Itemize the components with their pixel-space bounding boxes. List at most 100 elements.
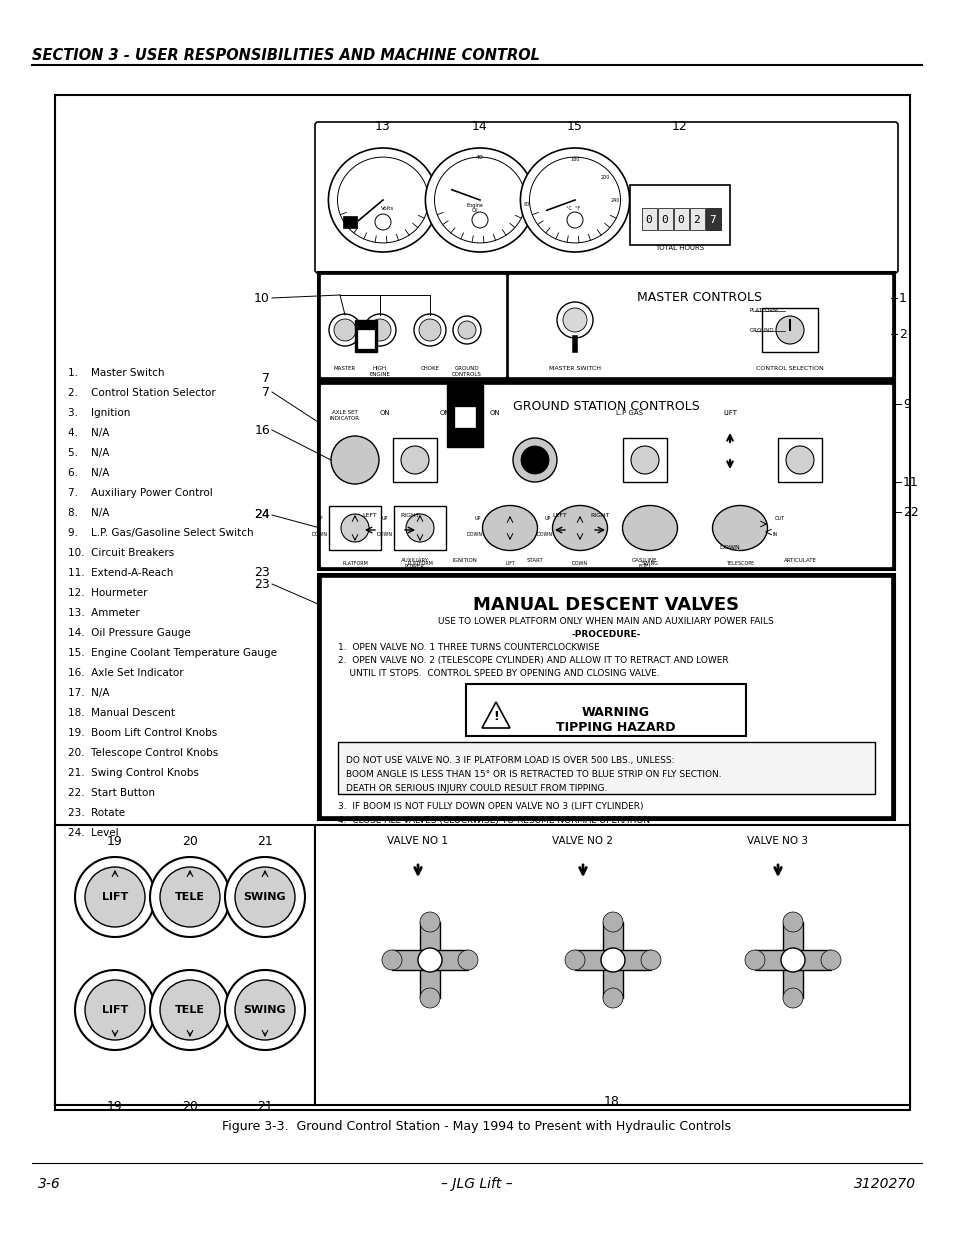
Circle shape bbox=[234, 981, 294, 1040]
Text: CONTROL SELECTION: CONTROL SELECTION bbox=[756, 366, 823, 370]
Text: PLATFORM: PLATFORM bbox=[749, 309, 778, 314]
Text: UNTIL IT STOPS.  CONTROL SPEED BY OPENING AND CLOSING VALVE.: UNTIL IT STOPS. CONTROL SPEED BY OPENING… bbox=[337, 669, 659, 678]
Text: 2.  OPEN VALVE NO. 2 (TELESCOPE CYLINDER) AND ALLOW IT TO RETRACT AND LOWER: 2. OPEN VALVE NO. 2 (TELESCOPE CYLINDER)… bbox=[337, 656, 728, 664]
Circle shape bbox=[85, 981, 145, 1040]
Circle shape bbox=[472, 212, 488, 228]
Text: 1.    Master Switch: 1. Master Switch bbox=[68, 368, 164, 378]
Circle shape bbox=[775, 316, 803, 345]
Text: DOWN: DOWN bbox=[572, 561, 587, 566]
Text: GROUND: GROUND bbox=[749, 329, 774, 333]
Text: GROUND STATION CONTROLS: GROUND STATION CONTROLS bbox=[512, 400, 699, 412]
Bar bbox=[419, 923, 439, 998]
Text: WARNING: WARNING bbox=[581, 706, 649, 719]
Ellipse shape bbox=[337, 157, 428, 243]
Text: UP: UP bbox=[316, 516, 323, 521]
Text: 1.  OPEN VALVE NO. 1 THREE TURNS COUNTERCLOCKWISE: 1. OPEN VALVE NO. 1 THREE TURNS COUNTERC… bbox=[337, 643, 599, 652]
Text: SWING: SWING bbox=[243, 1005, 286, 1015]
Polygon shape bbox=[481, 701, 510, 727]
Text: 8.    N/A: 8. N/A bbox=[68, 508, 110, 517]
Circle shape bbox=[801, 858, 813, 869]
Circle shape bbox=[741, 858, 753, 869]
Text: 4.  CLOSE ALL VALVES (CLOCKWISE) TO RESUME NORMAL OPERATION: 4. CLOSE ALL VALVES (CLOCKWISE) TO RESUM… bbox=[337, 816, 649, 825]
Text: 20: 20 bbox=[182, 1100, 197, 1113]
Text: 23.  Rotate: 23. Rotate bbox=[68, 808, 125, 818]
Text: 20.  Telescope Control Knobs: 20. Telescope Control Knobs bbox=[68, 748, 218, 758]
Bar bbox=[602, 923, 622, 998]
Text: !: ! bbox=[493, 710, 498, 724]
Text: 24.  Level: 24. Level bbox=[68, 827, 118, 839]
Text: 180: 180 bbox=[570, 157, 579, 162]
Text: °C  °F: °C °F bbox=[565, 205, 579, 210]
Text: GROUND
CONTROLS: GROUND CONTROLS bbox=[452, 366, 481, 377]
Circle shape bbox=[225, 969, 305, 1050]
Text: – JLG Lift –: – JLG Lift – bbox=[440, 1177, 513, 1191]
Bar bbox=[465, 684, 745, 736]
Text: Volts: Volts bbox=[381, 205, 395, 210]
Circle shape bbox=[150, 857, 230, 937]
Text: TELE: TELE bbox=[174, 892, 205, 902]
Circle shape bbox=[557, 303, 593, 338]
Text: TELE: TELE bbox=[174, 1005, 205, 1015]
Circle shape bbox=[340, 514, 369, 542]
Circle shape bbox=[781, 948, 804, 972]
Circle shape bbox=[75, 969, 154, 1050]
Circle shape bbox=[640, 950, 660, 969]
Bar bbox=[455, 408, 475, 427]
Text: 0: 0 bbox=[677, 215, 683, 225]
Text: 15.  Engine Coolant Temperature Gauge: 15. Engine Coolant Temperature Gauge bbox=[68, 648, 276, 658]
Text: 21: 21 bbox=[257, 1100, 273, 1113]
Bar bbox=[782, 923, 802, 998]
Ellipse shape bbox=[328, 148, 437, 252]
Text: 17.  N/A: 17. N/A bbox=[68, 688, 110, 698]
Circle shape bbox=[744, 950, 764, 969]
Text: RIGHT: RIGHT bbox=[399, 513, 419, 517]
Text: SECTION 3 - USER RESPONSIBILITIES AND MACHINE CONTROL: SECTION 3 - USER RESPONSIBILITIES AND MA… bbox=[32, 48, 539, 63]
Text: 1: 1 bbox=[898, 291, 906, 305]
Text: UP: UP bbox=[381, 516, 388, 521]
Text: 2: 2 bbox=[898, 327, 906, 341]
Text: 7: 7 bbox=[709, 215, 716, 225]
Text: 6.    N/A: 6. N/A bbox=[68, 468, 110, 478]
Circle shape bbox=[334, 319, 355, 341]
Bar bbox=[314, 825, 909, 1105]
Bar bbox=[622, 438, 666, 482]
Text: 19: 19 bbox=[107, 835, 123, 848]
Circle shape bbox=[400, 446, 429, 474]
Text: AUXILIARY
POWER: AUXILIARY POWER bbox=[400, 558, 429, 569]
Text: 9.    L.P. Gas/Gasoline Select Switch: 9. L.P. Gas/Gasoline Select Switch bbox=[68, 529, 253, 538]
FancyBboxPatch shape bbox=[507, 274, 892, 378]
Bar bbox=[317, 272, 894, 380]
Text: ON: ON bbox=[379, 410, 390, 416]
Text: ON: ON bbox=[489, 410, 499, 416]
Text: 2.    Control Station Selector: 2. Control Station Selector bbox=[68, 388, 215, 398]
Text: LIFT: LIFT bbox=[504, 561, 515, 566]
Ellipse shape bbox=[622, 505, 677, 551]
Circle shape bbox=[414, 314, 446, 346]
Ellipse shape bbox=[425, 148, 534, 252]
Circle shape bbox=[513, 438, 557, 482]
Circle shape bbox=[566, 212, 582, 228]
Circle shape bbox=[375, 214, 391, 230]
Circle shape bbox=[441, 858, 454, 869]
Text: UP: UP bbox=[475, 516, 480, 521]
Text: 14.  Oil Pressure Gauge: 14. Oil Pressure Gauge bbox=[68, 629, 191, 638]
Bar bbox=[705, 207, 720, 230]
Text: 11.  Extend-A-Reach: 11. Extend-A-Reach bbox=[68, 568, 173, 578]
Text: CHOKE: CHOKE bbox=[420, 366, 439, 370]
Text: 19: 19 bbox=[107, 1100, 123, 1113]
Text: MASTER SWITCH: MASTER SWITCH bbox=[548, 366, 600, 370]
Text: 5.    N/A: 5. N/A bbox=[68, 448, 110, 458]
Text: 11: 11 bbox=[902, 475, 918, 489]
Text: VALVE NO 2: VALVE NO 2 bbox=[552, 836, 613, 846]
Text: DO NOT USE VALVE NO. 3 IF PLATFORM LOAD IS OVER 500 LBS., UNLESS:: DO NOT USE VALVE NO. 3 IF PLATFORM LOAD … bbox=[346, 756, 674, 764]
Text: 12: 12 bbox=[672, 120, 687, 133]
Bar bbox=[575, 950, 650, 969]
Text: Engine
Oil: Engine Oil bbox=[466, 203, 483, 214]
Ellipse shape bbox=[712, 505, 767, 551]
Text: SWING: SWING bbox=[640, 561, 658, 566]
Text: SWING: SWING bbox=[243, 892, 286, 902]
Circle shape bbox=[546, 858, 558, 869]
Bar bbox=[689, 207, 704, 230]
Text: 16.  Axle Set Indicator: 16. Axle Set Indicator bbox=[68, 668, 183, 678]
Circle shape bbox=[329, 314, 360, 346]
